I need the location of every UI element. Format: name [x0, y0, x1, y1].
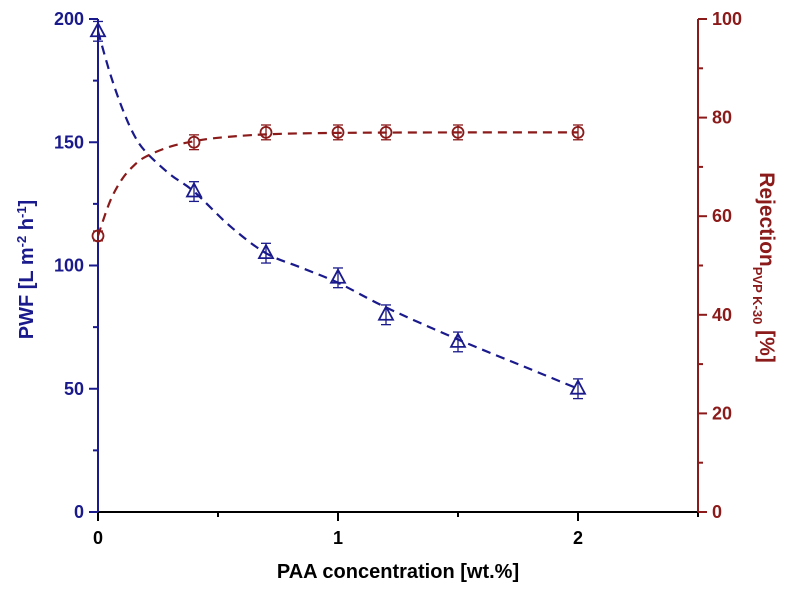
left-y-axis-title: PWF [L m-2 h-1]: [14, 200, 38, 339]
pwf-point: [449, 331, 467, 348]
rejection-fit-curve: [96, 131, 579, 237]
right-y-tick-label: 40: [712, 305, 732, 325]
right-y-tick-label: 20: [712, 403, 732, 423]
left-y-tick-label: 100: [54, 256, 84, 276]
x-tick-label: 1: [333, 528, 343, 548]
right-y-tick-label: 0: [712, 502, 722, 522]
rejection-point: [331, 125, 345, 139]
pwf-fit-curve: [96, 31, 579, 390]
left-y-tick-label: 0: [74, 502, 84, 522]
rejection-point: [451, 125, 465, 139]
rejection-point: [187, 135, 201, 149]
x-tick-label: 0: [93, 528, 103, 548]
left-y-tick-label: 50: [64, 379, 84, 399]
pwf-point: [89, 21, 107, 38]
right-y-tick-label: 100: [712, 9, 742, 29]
pwf-point: [329, 267, 347, 284]
right-y-axis-title: RejectionPVP K-30 [%]: [750, 172, 778, 363]
rejection-point: [259, 125, 273, 139]
right-y-tick-label: 80: [712, 108, 732, 128]
x-tick-label: 2: [573, 528, 583, 548]
x-axis-title: PAA concentration [wt.%]: [277, 561, 519, 583]
pwf-point: [185, 181, 203, 198]
rejection-point: [379, 125, 393, 139]
left-y-tick-label: 200: [54, 9, 84, 29]
rejection-point: [571, 125, 585, 139]
pwf-point: [257, 243, 275, 260]
rejection-point: [91, 229, 105, 243]
pwf-point: [377, 304, 395, 321]
left-y-tick-label: 150: [54, 132, 84, 152]
right-y-tick-label: 60: [712, 206, 732, 226]
pwf-point: [569, 378, 587, 395]
